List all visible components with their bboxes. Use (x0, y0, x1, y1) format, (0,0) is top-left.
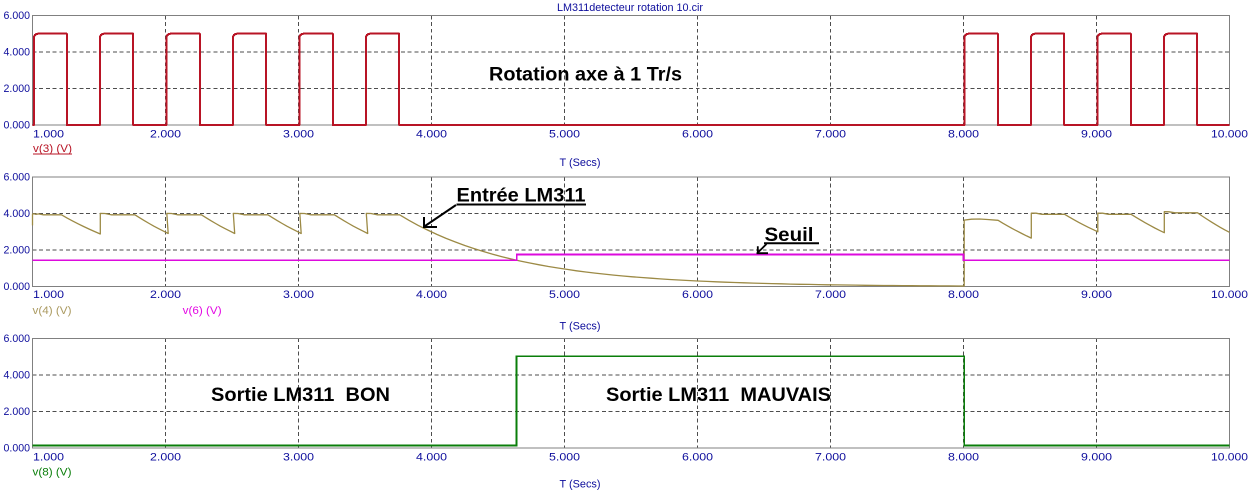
svg-text:6.000: 6.000 (682, 289, 713, 301)
svg-text:Sortie LM311 BON: Sortie LM311 BON (211, 385, 390, 406)
svg-text:10.000: 10.000 (1211, 289, 1248, 301)
svg-text:0.000: 0.000 (4, 120, 31, 132)
svg-text:6.000: 6.000 (682, 451, 713, 463)
svg-text:4.000: 4.000 (416, 289, 447, 301)
svg-text:Entrée LM311: Entrée LM311 (457, 186, 586, 207)
svg-text:Seuil: Seuil (765, 225, 814, 246)
svg-text:Rotation axe à 1 Tr/s: Rotation axe à 1 Tr/s (489, 65, 682, 86)
svg-text:2.000: 2.000 (150, 451, 181, 463)
svg-text:7.000: 7.000 (815, 129, 846, 141)
svg-text:4.000: 4.000 (416, 129, 447, 141)
svg-text:7.000: 7.000 (815, 289, 846, 301)
svg-text:0.000: 0.000 (4, 442, 31, 454)
svg-text:6.000: 6.000 (4, 172, 31, 184)
svg-text:9.000: 9.000 (1081, 289, 1112, 301)
svg-text:8.000: 8.000 (948, 451, 979, 463)
svg-text:10.000: 10.000 (1211, 451, 1248, 463)
svg-text:3.000: 3.000 (283, 129, 314, 141)
svg-text:3.000: 3.000 (283, 451, 314, 463)
svg-text:4.000: 4.000 (416, 451, 447, 463)
svg-text:2.000: 2.000 (150, 129, 181, 141)
svg-text:v(4) (V): v(4) (V) (33, 305, 72, 317)
svg-text:8.000: 8.000 (948, 129, 979, 141)
svg-text:4.000: 4.000 (4, 46, 31, 58)
svg-text:6.000: 6.000 (682, 129, 713, 141)
svg-text:v(3) (V): v(3) (V) (33, 143, 72, 155)
svg-text:2.000: 2.000 (4, 245, 31, 257)
svg-text:T (Secs): T (Secs) (560, 479, 601, 491)
svg-text:9.000: 9.000 (1081, 451, 1112, 463)
svg-text:v(6) (V): v(6) (V) (183, 305, 222, 317)
svg-text:7.000: 7.000 (815, 451, 846, 463)
svg-text:1.000: 1.000 (33, 129, 64, 141)
svg-text:6.000: 6.000 (4, 10, 31, 22)
svg-text:5.000: 5.000 (549, 451, 580, 463)
svg-text:0.000: 0.000 (4, 281, 31, 293)
svg-text:T (Secs): T (Secs) (560, 321, 601, 333)
svg-text:3.000: 3.000 (283, 289, 314, 301)
svg-text:LM311detecteur rotation 10.cir: LM311detecteur rotation 10.cir (557, 2, 703, 14)
svg-text:Sortie LM311 MAUVAIS: Sortie LM311 MAUVAIS (606, 385, 831, 406)
svg-text:2.000: 2.000 (150, 289, 181, 301)
svg-text:5.000: 5.000 (549, 129, 580, 141)
svg-text:T (Secs): T (Secs) (560, 157, 601, 169)
svg-text:v(8) (V): v(8) (V) (33, 467, 72, 479)
svg-text:10.000: 10.000 (1211, 129, 1248, 141)
svg-text:4.000: 4.000 (4, 208, 31, 220)
svg-text:2.000: 2.000 (4, 83, 31, 95)
svg-text:1.000: 1.000 (33, 289, 64, 301)
svg-text:9.000: 9.000 (1081, 129, 1112, 141)
svg-text:2.000: 2.000 (4, 406, 31, 418)
svg-text:5.000: 5.000 (549, 289, 580, 301)
svg-text:1.000: 1.000 (33, 451, 64, 463)
svg-text:4.000: 4.000 (4, 369, 31, 381)
svg-text:6.000: 6.000 (4, 333, 31, 345)
svg-text:8.000: 8.000 (948, 289, 979, 301)
